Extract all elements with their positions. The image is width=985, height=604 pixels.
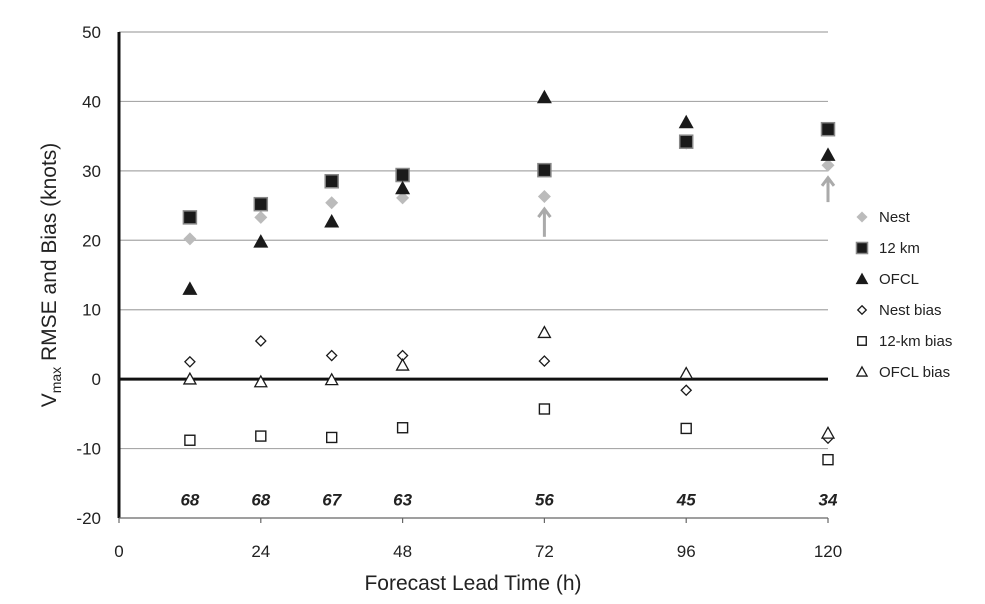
sample-count-96: 45 [676, 490, 696, 509]
x-tick-label-72: 72 [535, 542, 554, 561]
point-12-km-bias-72 [538, 403, 551, 415]
x-tick-label-24: 24 [251, 542, 270, 561]
point-12-km-96 [678, 134, 694, 149]
annotation-arrows [537, 175, 836, 237]
point-ofcl-48 [395, 180, 411, 195]
point-ofcl-96 [678, 114, 694, 129]
point-nest-bias-24 [254, 335, 267, 347]
sample-count-12: 68 [180, 490, 199, 509]
point-ofcl-36 [324, 214, 340, 228]
legend-label-12-km: 12 km [879, 240, 920, 257]
point-ofcl-bias-24 [253, 374, 268, 388]
point-nest-bias-72 [538, 355, 551, 368]
legend-marker-12-km-bias [857, 336, 867, 346]
x-tick-label-0: 0 [114, 542, 123, 561]
y-axis-label: Vmax RMSE and Bias (knots) [38, 143, 64, 408]
grid-lines [119, 31, 828, 450]
x-tick-label-96: 96 [677, 542, 696, 561]
arrow-head-0 [537, 206, 552, 218]
point-ofcl-bias-120 [820, 425, 836, 439]
point-nest-bias-36 [325, 349, 338, 362]
y-tick-label-10: 10 [82, 301, 101, 320]
y-tick-label--20: -20 [76, 509, 101, 528]
y-tick-label-30: 30 [82, 162, 101, 181]
sample-count-72: 56 [535, 490, 554, 509]
point-ofcl-12 [182, 281, 198, 295]
legend-label-nest: Nest [879, 209, 911, 226]
point-12-km-bias-48 [396, 422, 409, 434]
point-ofcl-bias-96 [679, 366, 694, 380]
point-ofcl-72 [536, 89, 552, 104]
y-tick-label-40: 40 [82, 92, 101, 111]
sample-count-24: 68 [251, 490, 270, 509]
point-12-km-bias-12 [184, 434, 196, 446]
legend: Nest 12 km OFCL Nest bias 12-km bias OFCL bia… [855, 209, 952, 381]
y-tick-label-0: 0 [92, 370, 101, 389]
x-tick-label-48: 48 [393, 542, 412, 561]
point-12-km-bias-120 [822, 453, 834, 466]
tick-labels: -20 -10 0 10 20 30 40 50 0 24 48 72 96 120 [76, 23, 842, 561]
y-axis-label-subscript: max [48, 367, 64, 393]
legend-label-ofcl-bias: OFCL bias [879, 364, 950, 381]
point-ofcl-bias-48 [395, 357, 410, 371]
point-ofcl-120 [820, 147, 836, 161]
point-nest-24 [254, 210, 268, 224]
legend-label-12-km-bias: 12-km bias [879, 333, 952, 350]
y-tick-label-50: 50 [82, 23, 101, 42]
y-axis-label-rest: RMSE and Bias (knots) [38, 143, 61, 367]
legend-marker-12-km [855, 241, 869, 255]
legend-marker-nest-bias [856, 304, 868, 316]
point-nest-bias-12 [183, 355, 196, 368]
point-12-km-120 [820, 121, 836, 137]
arrow-head-1 [820, 175, 836, 187]
point-12-km-48 [395, 167, 410, 183]
legend-marker-ofcl [855, 272, 869, 285]
point-ofcl-24 [253, 234, 269, 248]
y-tick-label-20: 20 [82, 231, 101, 250]
point-nest-72 [537, 190, 551, 204]
data-marks [182, 89, 836, 466]
point-ofcl-bias-36 [324, 372, 339, 386]
legend-marker-ofcl-bias [855, 365, 869, 377]
sample-count-120: 34 [819, 490, 838, 509]
point-ofcl-bias-72 [537, 325, 552, 339]
point-12-km-bias-24 [255, 430, 267, 442]
point-ofcl-bias-12 [182, 371, 198, 385]
point-12-km-12 [182, 210, 198, 225]
point-12-km-bias-96 [680, 422, 692, 435]
y-tick-label--10: -10 [76, 440, 101, 459]
y-axis-label-main: V [38, 393, 61, 407]
axes [117, 32, 829, 523]
point-nest-36 [325, 196, 339, 210]
point-nest-12 [183, 232, 197, 246]
point-12-km-24 [253, 196, 269, 212]
point-nest-120 [821, 158, 835, 172]
point-nest-48 [396, 191, 410, 205]
legend-marker-nest [856, 211, 868, 223]
point-12-km-bias-36 [326, 431, 338, 444]
legend-label-nest-bias: Nest bias [879, 302, 942, 319]
point-nest-bias-96 [680, 384, 693, 397]
x-tick-label-120: 120 [814, 542, 842, 561]
point-12-km-72 [537, 162, 552, 178]
sample-counts: 68 68 67 63 56 45 34 [180, 490, 838, 509]
legend-label-ofcl: OFCL [879, 271, 919, 288]
sample-count-36: 67 [322, 490, 342, 509]
point-12-km-36 [324, 174, 339, 189]
sample-count-48: 63 [393, 490, 412, 509]
x-axis-label: Forecast Lead Time (h) [364, 572, 581, 595]
